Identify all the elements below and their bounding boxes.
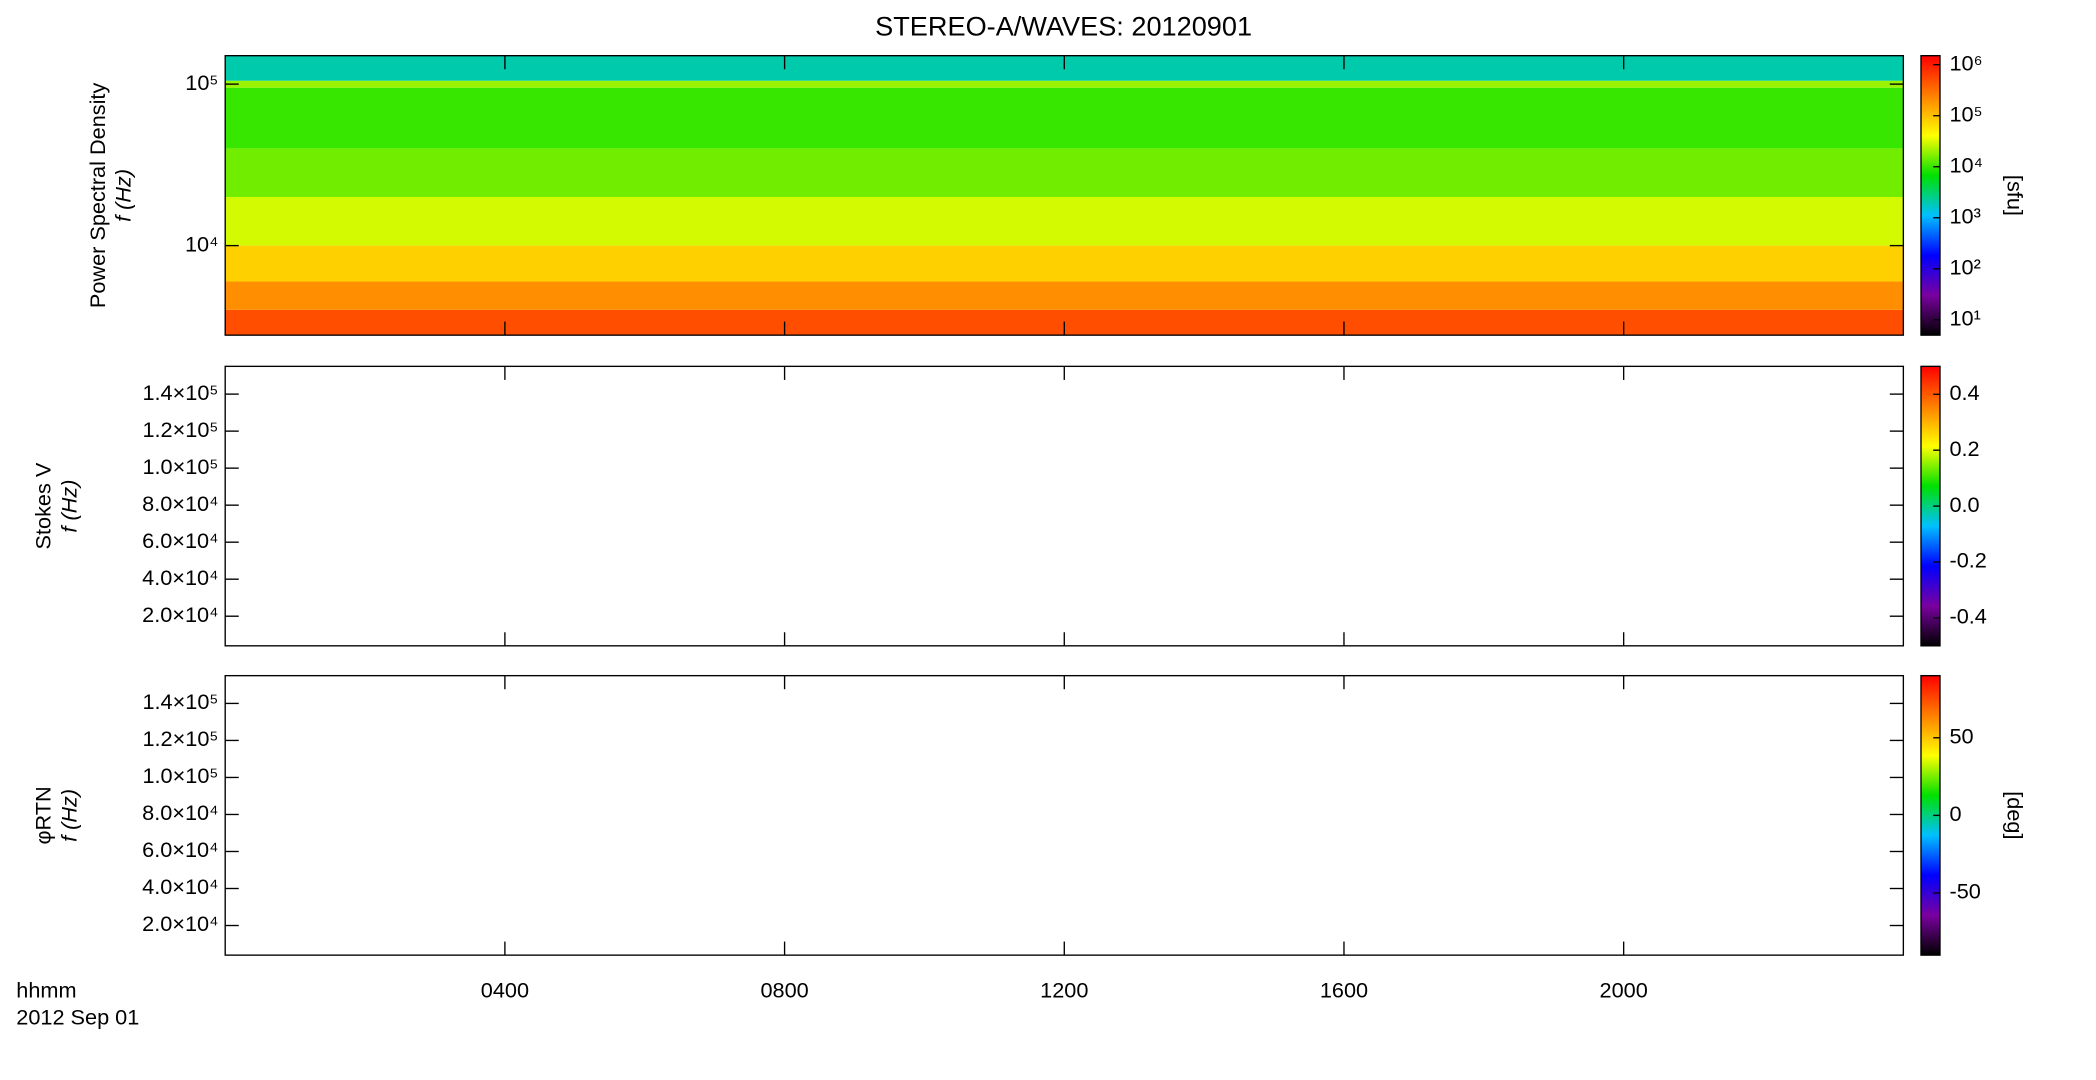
y-tick-label: 1.4×10⁵ xyxy=(142,380,218,405)
y-tick-label: 6.0×10⁴ xyxy=(142,837,218,862)
colorbar-tick-label: 10³ xyxy=(1949,203,1980,228)
y-tick-label: 8.0×10⁴ xyxy=(142,491,218,516)
colorbar-tick-label: 0.2 xyxy=(1949,436,1979,461)
heatmap-cell xyxy=(225,281,1904,310)
y-tick-label: 1.0×10⁵ xyxy=(142,763,218,788)
y-tick-label: 2.0×10⁴ xyxy=(142,602,218,627)
y-tick-label: 1.2×10⁵ xyxy=(142,417,218,442)
y-tick-label: 1.0×10⁵ xyxy=(142,454,218,479)
x-tick-label: 1200 xyxy=(1040,977,1088,1002)
colorbar-tick-label: 0.0 xyxy=(1949,492,1979,517)
heatmap-cell xyxy=(225,87,1904,149)
y-axis-label: f (Hz) xyxy=(56,789,81,842)
colorbar-tick-label: 0 xyxy=(1949,801,1961,826)
colorbar-tick-label: -0.2 xyxy=(1949,548,1986,573)
colorbar-label: [sfu] xyxy=(2003,175,2028,216)
colorbar-tick-label: -0.4 xyxy=(1949,604,1986,629)
y-tick-label: 4.0×10⁴ xyxy=(142,565,218,590)
y-tick-label: 4.0×10⁴ xyxy=(142,874,218,899)
colorbar-label: [deg] xyxy=(2003,791,2028,839)
heatmap-cell xyxy=(225,197,1904,246)
y-tick-label: 1.2×10⁵ xyxy=(142,726,218,751)
chart-title: STEREO-A/WAVES: 20120901 xyxy=(875,11,1252,42)
plot-frame xyxy=(224,365,1905,647)
x-tick-label: 0400 xyxy=(481,977,529,1002)
y-axis-label: φRTN xyxy=(31,786,56,844)
x-axis-label: hhmm xyxy=(16,977,76,1002)
y-tick-label: 2.0×10⁴ xyxy=(142,911,218,936)
colorbar-tick-label: 10¹ xyxy=(1949,306,1980,331)
date-label: 2012 Sep 01 xyxy=(16,1005,139,1030)
y-axis-label: Power Spectral Density xyxy=(85,83,110,309)
colorbar-tick-label: 10⁶ xyxy=(1949,50,1982,75)
colorbar-tick-label: -50 xyxy=(1949,879,1980,904)
colorbar xyxy=(1920,55,1941,336)
colorbar-tick-label: 10² xyxy=(1949,254,1980,279)
y-axis-label: f (Hz) xyxy=(56,480,81,533)
heatmap-cell xyxy=(225,80,1904,88)
colorbar-tick-label: 10⁵ xyxy=(1949,101,1982,126)
x-tick-label: 0800 xyxy=(760,977,808,1002)
x-tick-label: 1600 xyxy=(1320,977,1368,1002)
y-axis-label: f (Hz) xyxy=(111,169,136,222)
heatmap-cell xyxy=(225,245,1904,282)
colorbar-tick-label: 0.4 xyxy=(1949,380,1979,405)
x-tick-label: 2000 xyxy=(1600,977,1648,1002)
y-tick-label: 8.0×10⁴ xyxy=(142,800,218,825)
heatmap-cell xyxy=(225,148,1904,198)
colorbar-tick-label: 10⁴ xyxy=(1949,152,1982,177)
y-tick-label: 6.0×10⁴ xyxy=(142,528,218,553)
y-axis-label: Stokes V xyxy=(31,462,56,549)
y-tick-label: 1.4×10⁵ xyxy=(142,689,218,714)
y-tick-label: 10⁵ xyxy=(185,70,218,95)
colorbar-tick-label: 50 xyxy=(1949,724,1973,749)
plot-frame xyxy=(224,674,1905,956)
y-tick-label: 10⁴ xyxy=(185,231,218,256)
